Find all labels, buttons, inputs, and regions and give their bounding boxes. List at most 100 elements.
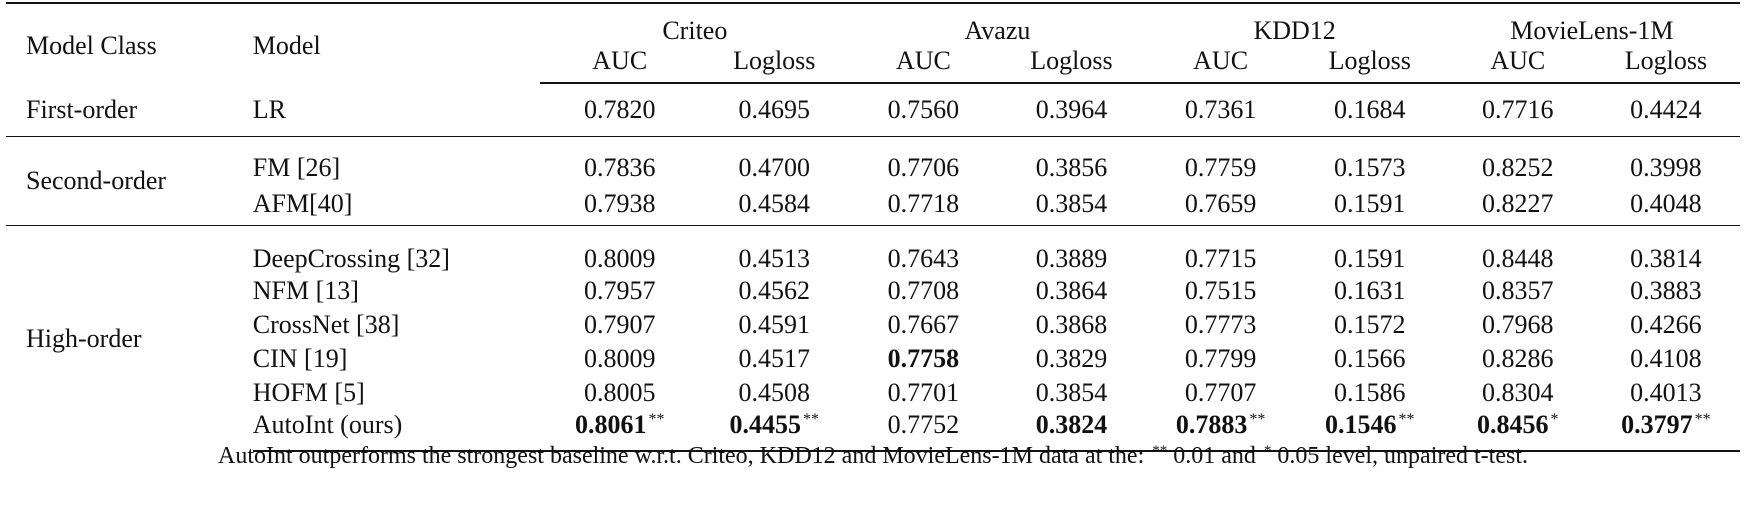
value-cell: 0.7836 [540, 136, 700, 183]
value-text: 0.4048 [1630, 189, 1702, 218]
value-cell: 0.7820 [540, 83, 699, 137]
value-cell: 0.1572 [1296, 308, 1444, 342]
value-text: 0.4266 [1630, 310, 1702, 339]
value-cell: 0.4266 [1592, 308, 1740, 342]
model-name-cell: CIN [19] [252, 344, 348, 373]
value-text: 0.7820 [583, 95, 656, 124]
value-cell: 0.7643 [849, 225, 998, 274]
value-text: 0.7836 [583, 153, 656, 182]
value-text: 0.4591 [738, 310, 811, 339]
value-text: 0.3883 [1630, 276, 1702, 305]
header-metric: Logloss [997, 46, 1146, 84]
value-cell: 0.3797 ** [1591, 410, 1740, 452]
value-cell: 0.3854 [997, 183, 1145, 226]
value-text: 0.4508 [738, 378, 811, 407]
value-cell: 0.8252 [1443, 136, 1592, 183]
value-cell: 0.7883 ** [1145, 410, 1296, 452]
value-cell: 0.4455 ** [699, 410, 850, 452]
value-cell: 0.7701 [849, 376, 997, 410]
value-cell: 0.1546 ** [1295, 410, 1444, 452]
value-text: 0.3829 [1035, 344, 1108, 373]
value-text: 0.3797 [1621, 410, 1693, 439]
significance-mark: ** [803, 411, 819, 428]
value-cell: 0.4424 [1592, 83, 1740, 137]
value-text: 0.4424 [1630, 95, 1702, 124]
value-cell: 0.7708 [849, 274, 997, 308]
header-dataset-avazu: Avazu [849, 2, 1146, 46]
table-row: CrossNet [38] 0.7907 0.4591 0.7667 0.3868 0.7… [6, 308, 1740, 342]
value-text: 0.7708 [887, 276, 960, 305]
value-text: 0.4513 [738, 244, 811, 273]
significance-mark: * [1550, 411, 1559, 428]
value-text: 0.7968 [1482, 310, 1554, 339]
value-cell: 0.8005 [540, 376, 699, 410]
value-cell: 0.7707 [1145, 376, 1295, 410]
value-text: 0.3998 [1630, 153, 1702, 182]
header-row-datasets: Model Class Model Criteo Avazu KDD12 Mov… [6, 2, 1740, 83]
value-text: 0.4455 [729, 410, 802, 439]
value-text: 0.8005 [583, 378, 656, 407]
model-class-cell: Second-order [6, 136, 253, 226]
model-name-cell: CrossNet [38] [252, 310, 400, 339]
value-text: 0.7667 [887, 310, 960, 339]
model-name-cell: NFM [13] [252, 276, 359, 305]
value-text: 0.4108 [1630, 344, 1702, 373]
value-text: 0.8252 [1482, 153, 1554, 182]
value-text: 0.8009 [583, 244, 656, 273]
header-metric: AUC [1145, 46, 1296, 84]
value-cell: 0.7752 [849, 410, 998, 452]
value-text: 0.8357 [1482, 276, 1554, 305]
value-text: 0.1591 [1333, 189, 1406, 218]
header-metric: AUC [849, 46, 998, 84]
value-cell: 0.4700 [699, 136, 850, 183]
value-text: 0.1591 [1333, 244, 1406, 273]
caption-after: 0.05 level, unpaired t-test. [1271, 443, 1528, 469]
header-metric: Logloss [699, 46, 850, 84]
value-text: 0.3964 [1035, 95, 1108, 124]
value-cell: 0.1573 [1295, 136, 1444, 183]
value-text: 0.1546 [1324, 410, 1397, 439]
value-cell: 0.4013 [1592, 376, 1740, 410]
significance-mark: ** [648, 411, 665, 428]
header-model-class: Model Class [6, 2, 253, 83]
value-text: 0.3868 [1035, 310, 1108, 339]
model-name-cell: FM [26] [252, 136, 541, 183]
value-text: 0.7707 [1184, 378, 1257, 407]
value-text: 0.4517 [738, 344, 811, 373]
value-text: 0.7759 [1184, 153, 1257, 182]
table-row: High-order DeepCrossing [32] 0.8009 0.4513 0… [6, 225, 1740, 451]
value-text: 0.7938 [583, 189, 656, 218]
caption-mark-single: * [1263, 443, 1272, 459]
value-text: 0.7701 [887, 378, 960, 407]
value-cell: 0.3856 [997, 136, 1146, 183]
value-cell: 0.1591 [1296, 183, 1444, 226]
value-cell: 0.7718 [849, 183, 997, 226]
value-cell: 0.8286 [1444, 342, 1592, 376]
caption-before: AutoInt outperforms the strongest baseli… [218, 443, 1151, 469]
value-cell: 0.3854 [997, 376, 1145, 410]
header-metric: AUC [1443, 46, 1592, 84]
value-text: 0.1572 [1333, 310, 1406, 339]
value-text: 0.8009 [583, 344, 656, 373]
value-cell: 0.7515 [1145, 274, 1295, 308]
value-text: 0.7907 [583, 310, 656, 339]
value-text: 0.3814 [1630, 244, 1702, 273]
value-cell: 0.7773 [1145, 308, 1295, 342]
caption-middle: 0.01 and [1167, 443, 1262, 469]
value-text: 0.7883 [1175, 410, 1248, 439]
value-cell: 0.7938 [540, 183, 699, 226]
value-cell: 0.8009 [540, 342, 699, 376]
value-cell: 0.4591 [699, 308, 849, 342]
value-cell: 0.4562 [699, 274, 849, 308]
header-dataset-kdd12: KDD12 [1145, 2, 1444, 46]
value-text: 0.7718 [887, 189, 960, 218]
value-cell: 0.8456 * [1443, 410, 1592, 452]
value-text: 0.7773 [1184, 310, 1257, 339]
value-cell: 0.3964 [997, 83, 1145, 137]
value-cell: 0.4695 [699, 83, 849, 137]
significance-mark: ** [1249, 411, 1266, 428]
value-text: 0.3856 [1035, 153, 1108, 182]
value-cell: 0.8357 [1444, 274, 1592, 308]
header-metric: Logloss [1591, 46, 1740, 84]
value-text: 0.1566 [1333, 344, 1406, 373]
